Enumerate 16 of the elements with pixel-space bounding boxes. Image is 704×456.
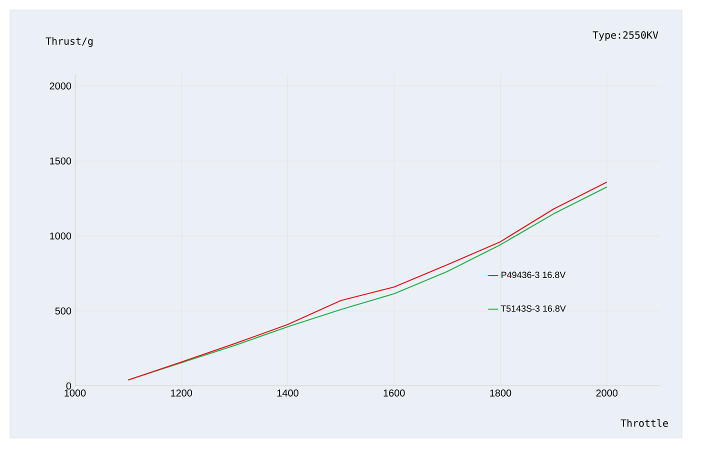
y-tick-label: 2000 <box>50 82 72 90</box>
x-tick-label: 2000 <box>596 390 618 397</box>
legend-label: T5143S-3 16.8V <box>500 305 566 312</box>
y-tick-label: 1500 <box>50 157 72 165</box>
y-axis-title: Thrust/g <box>46 37 93 47</box>
chart-title: Type:2550KV <box>592 31 658 41</box>
x-tick-label: 1600 <box>384 390 405 397</box>
x-axis-title: Throttle <box>620 419 668 427</box>
y-tick-label: 0 <box>66 382 72 390</box>
y-tick-label: 500 <box>55 307 72 315</box>
x-tick-label: 1200 <box>171 390 192 397</box>
x-tick-label: 1800 <box>490 390 512 397</box>
x-tick-label: 1400 <box>277 390 298 397</box>
x-tick-label: 1000 <box>64 390 86 397</box>
legend-label: P49436-3 16.8V <box>502 272 566 278</box>
y-tick-label: 1000 <box>50 232 72 240</box>
